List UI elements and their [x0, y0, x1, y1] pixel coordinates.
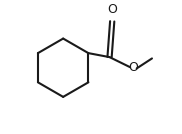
Text: O: O — [128, 61, 138, 74]
Text: O: O — [107, 3, 117, 16]
